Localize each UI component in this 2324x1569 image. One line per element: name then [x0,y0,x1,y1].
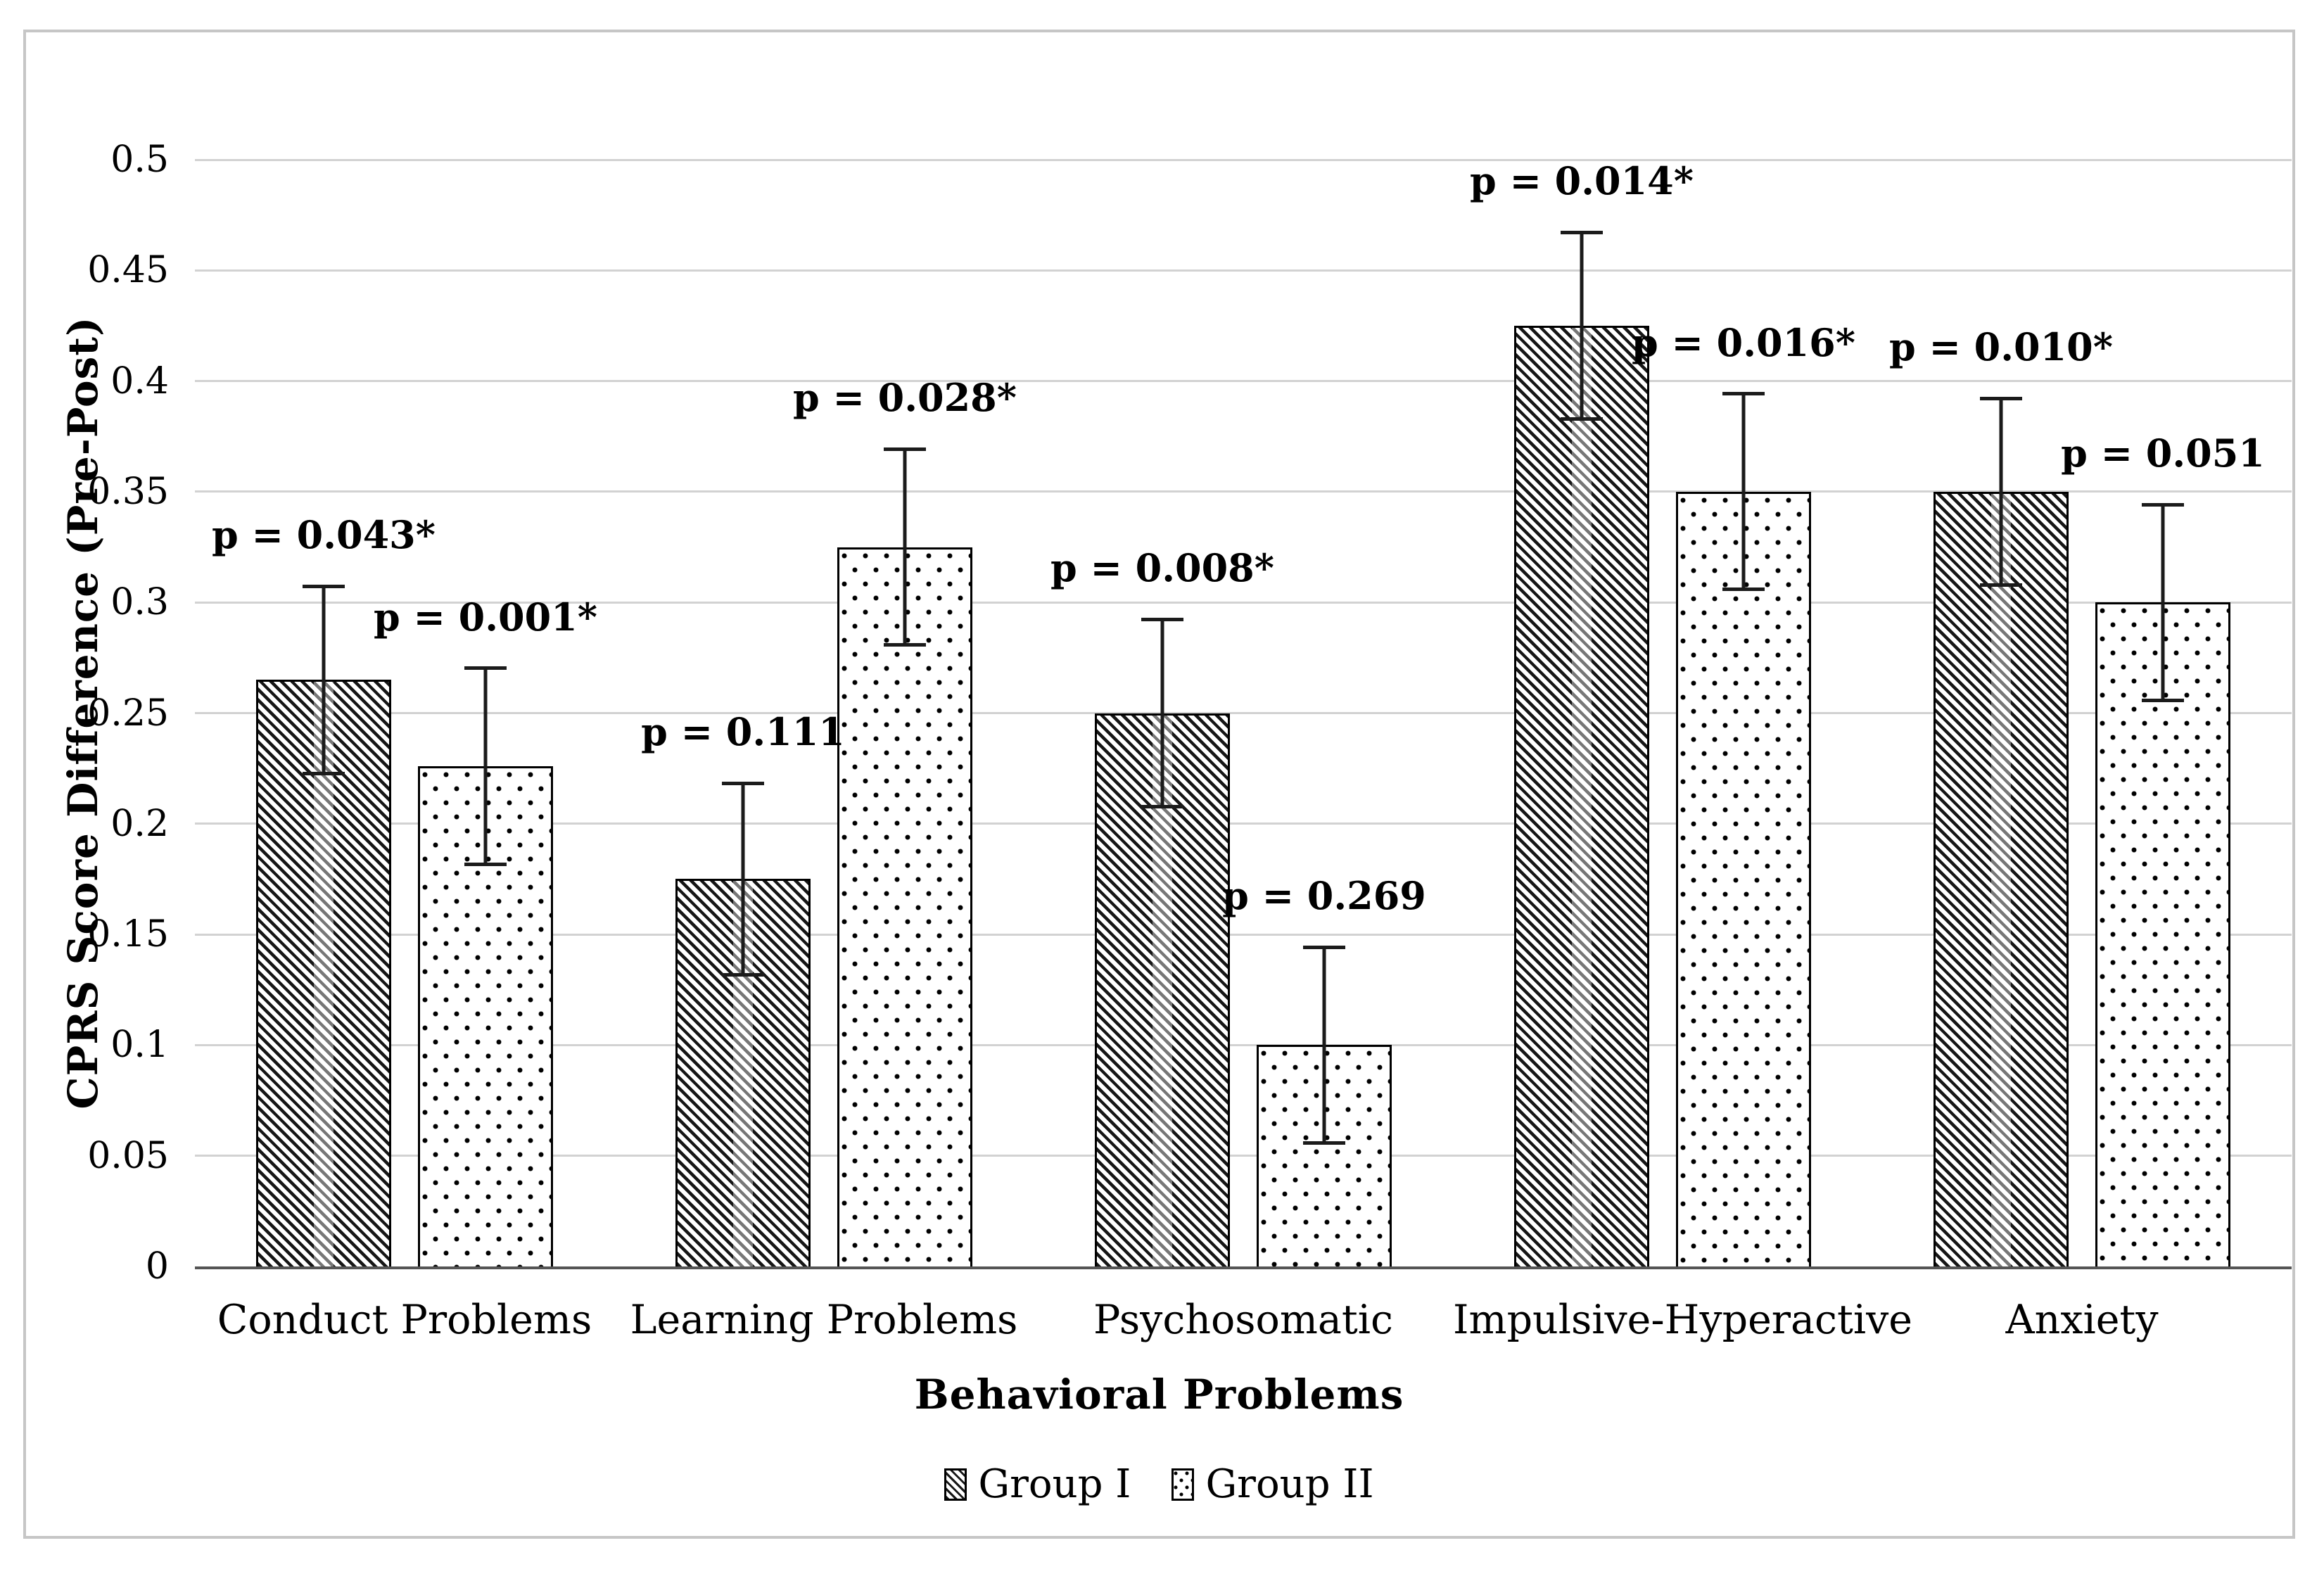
legend-label-group-ii: Group II [1205,1461,1374,1507]
error-bar-line [1741,392,1746,592]
bar-group-i [1934,491,2069,1266]
error-bar-cap-bottom [722,972,764,977]
error-bar-cap-top [1141,618,1183,622]
y-tick-label: 0.35 [87,470,169,513]
gridline [195,601,2292,604]
y-tick-label: 0.2 [110,802,169,845]
y-tick-label: 0.4 [110,360,169,402]
error-bar-cap-top [1980,396,2022,400]
legend-item-group-i: Group I [944,1462,1131,1507]
error-bar [464,666,507,866]
p-value-label: p = 0.269 [1222,873,1426,919]
error-bar-line [741,782,745,977]
y-tick-label: 0 [145,1245,169,1288]
y-tick-label: 0.15 [87,913,169,956]
gridline [195,380,2292,383]
bar-group-i [1514,325,1649,1266]
p-value-label: p = 0.111 [641,709,845,755]
gridline [195,933,2292,936]
error-bar-cap-bottom [1722,587,1765,592]
error-bar-line [1999,396,2003,587]
error-bar [2142,502,2184,702]
error-bar-cap-top [722,782,764,786]
gridline [195,1043,2292,1046]
error-bar [1722,392,1765,592]
legend-swatch-group-ii-icon [1171,1468,1195,1501]
category-label: Impulsive-Hyperactive [1453,1297,1913,1343]
x-axis-title: Behavioral Problems [914,1371,1404,1418]
bar-group-ii [837,547,972,1266]
error-bar-line [1160,618,1164,808]
error-bar [1980,396,2022,587]
error-bar [884,447,926,647]
y-tick-label: 0.3 [110,581,169,624]
error-bar-line [1580,230,1584,421]
error-bar-line [1322,945,1326,1145]
p-value-label: p = 0.008* [1050,545,1274,591]
error-bar [1561,230,1603,421]
plot-area: p = 0.043* p = 0.001* p = 0.111 p = 0.028* p… [195,158,2292,1269]
gridline [195,1155,2292,1157]
y-tick-label: 0.05 [87,1134,169,1177]
bar-group-i [256,680,391,1266]
error-bar-line [2161,502,2165,702]
error-bar-cap-bottom [303,771,345,775]
legend-item-group-ii: Group II [1171,1461,1374,1507]
error-bar-line [322,585,326,775]
error-bar-cap-top [1722,392,1765,396]
error-bar-cap-bottom [884,643,926,647]
bar-group-ii [1676,491,1811,1266]
error-bar-cap-bottom [464,862,507,866]
gridline [195,822,2292,825]
y-tick-label: 0.25 [87,692,169,735]
error-bar [1141,618,1183,808]
gridline [195,490,2292,493]
p-value-label: p = 0.014* [1470,158,1694,203]
gridline [195,158,2292,161]
error-bar-cap-bottom [2142,698,2184,702]
error-bar-cap-bottom [1303,1141,1345,1145]
bar-group-ii [2095,602,2230,1266]
error-bar [303,585,345,775]
category-label: Psychosomatic [1093,1297,1393,1343]
p-value-label: p = 0.010* [1889,324,2113,369]
error-bar-line [483,666,488,866]
p-value-label: p = 0.028* [793,375,1017,421]
error-bar-line [903,447,907,647]
error-bar-cap-top [464,666,507,671]
legend-swatch-group-i-icon [944,1468,967,1501]
error-bar-cap-top [1561,230,1603,234]
error-bar-cap-top [1303,945,1345,949]
error-bar-cap-top [2142,502,2184,507]
category-label: Conduct Problems [217,1297,592,1343]
error-bar-cap-top [884,447,926,451]
p-value-label: p = 0.051 [2061,430,2265,476]
gridline [195,269,2292,272]
p-value-label: p = 0.043* [212,512,436,558]
y-tick-label: 0.1 [110,1024,169,1067]
p-value-label: p = 0.001* [374,594,597,640]
p-value-label: p = 0.016* [1632,319,1855,365]
x-axis-baseline [195,1266,2292,1269]
category-label: Learning Problems [630,1297,1018,1343]
error-bar-cap-bottom [1561,417,1603,421]
legend: Group I Group II [23,1462,2295,1507]
error-bar-cap-bottom [1141,804,1183,808]
y-tick-label: 0.5 [110,139,169,181]
category-label: Anxiety [2005,1297,2159,1343]
error-bar-cap-top [303,585,345,589]
gridline [195,712,2292,714]
error-bar-cap-bottom [1980,583,2022,587]
error-bar [722,782,764,977]
y-tick-label: 0.45 [87,249,169,292]
legend-label-group-i: Group I [978,1461,1131,1507]
error-bar [1303,945,1345,1145]
